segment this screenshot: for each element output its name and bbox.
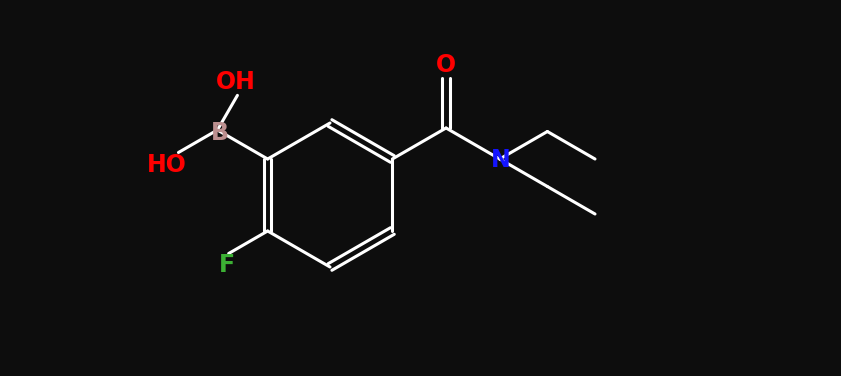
Text: O: O — [436, 53, 456, 77]
Text: F: F — [219, 253, 235, 277]
Text: HO: HO — [146, 153, 187, 176]
Text: N: N — [491, 148, 510, 172]
Text: OH: OH — [215, 70, 256, 94]
Text: B: B — [210, 121, 229, 145]
